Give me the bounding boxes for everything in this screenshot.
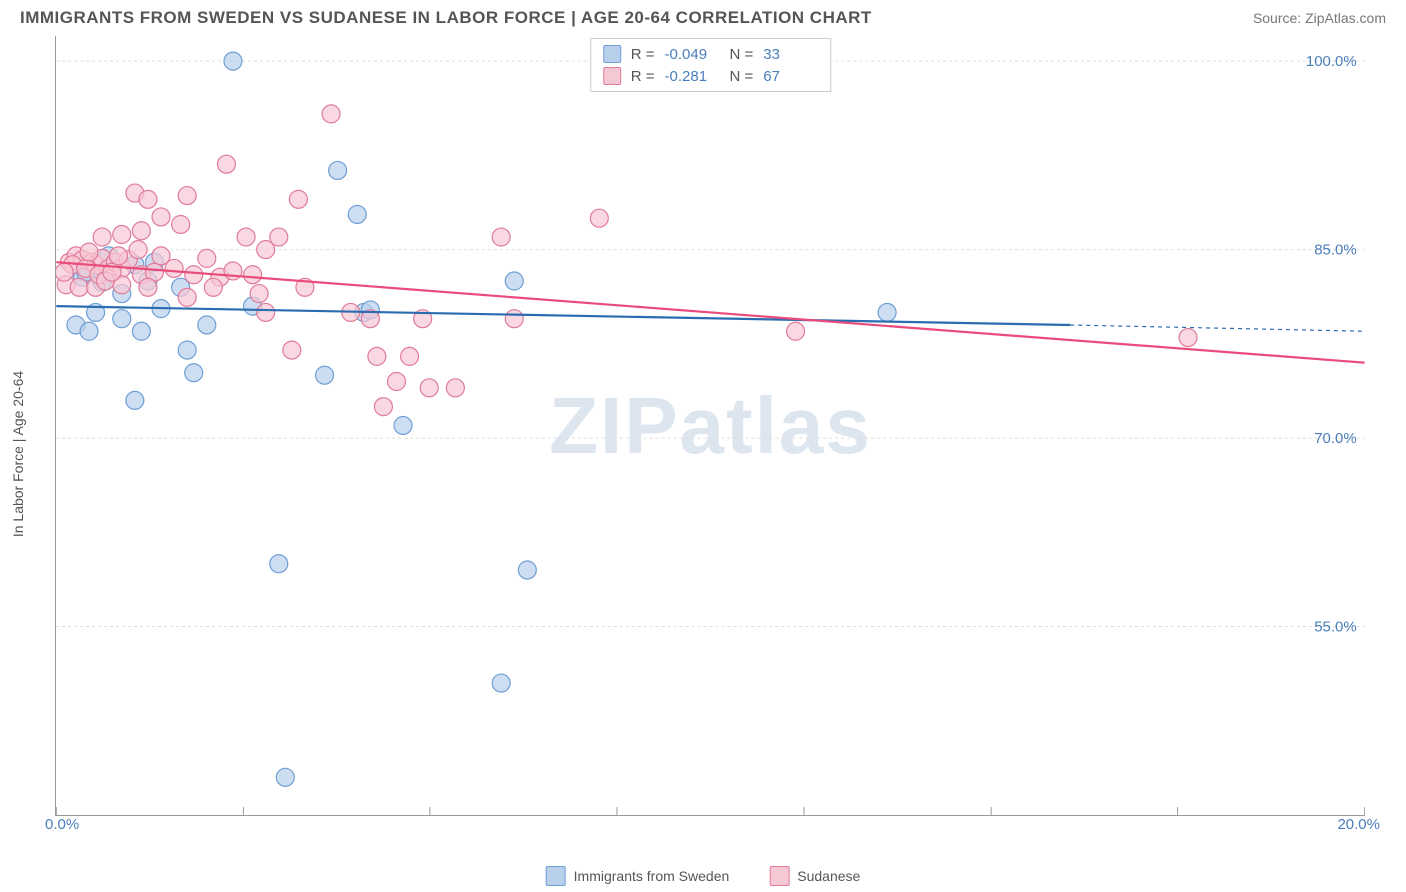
scatter-point: [505, 272, 523, 290]
scatter-point: [56, 263, 73, 281]
scatter-point: [590, 209, 608, 227]
svg-text:85.0%: 85.0%: [1314, 242, 1356, 259]
header: IMMIGRANTS FROM SWEDEN VS SUDANESE IN LA…: [0, 0, 1406, 32]
scatter-point: [505, 310, 523, 328]
scatter-point: [401, 347, 419, 365]
legend-swatch-series2: [769, 866, 789, 886]
chart-plot-area: ZIPatlas R = -0.049 N = 33 R = -0.281 N …: [55, 36, 1365, 816]
scatter-point: [394, 417, 412, 435]
scatter-point: [787, 322, 805, 340]
legend-label-series1: Immigrants from Sweden: [574, 868, 730, 884]
scatter-point: [518, 561, 536, 579]
scatter-point: [316, 366, 334, 384]
scatter-point: [132, 322, 150, 340]
scatter-point: [172, 215, 190, 233]
source-label: Source:: [1253, 10, 1301, 26]
scatter-point: [70, 278, 88, 296]
scatter-point: [80, 322, 98, 340]
scatter-point: [185, 266, 203, 284]
scatter-point: [93, 228, 111, 246]
scatter-point: [250, 285, 268, 303]
legend-label-series2: Sudanese: [797, 868, 860, 884]
stat-r-value-1: -0.049: [665, 46, 720, 63]
scatter-point: [270, 555, 288, 573]
scatter-point: [420, 379, 438, 397]
scatter-point: [492, 674, 510, 692]
scatter-point: [1179, 329, 1197, 347]
stat-n-label: N =: [730, 46, 754, 63]
x-tick-right: 20.0%: [1337, 816, 1380, 833]
scatter-point: [204, 278, 222, 296]
scatter-point: [152, 208, 170, 226]
y-axis-label: In Labor Force | Age 20-64: [10, 371, 26, 537]
stat-n-value-2: 67: [763, 68, 818, 85]
scatter-point: [109, 247, 127, 265]
scatter-point: [257, 303, 275, 321]
scatter-point: [224, 52, 242, 70]
scatter-point: [244, 266, 262, 284]
legend-item-series1: Immigrants from Sweden: [546, 866, 730, 886]
scatter-point: [152, 247, 170, 265]
scatter-point: [126, 391, 144, 409]
scatter-point: [270, 228, 288, 246]
scatter-point: [178, 288, 196, 306]
scatter-point: [139, 278, 157, 296]
scatter-point: [446, 379, 464, 397]
scatter-plot-svg: 100.0% 85.0% 70.0% 55.0%: [56, 36, 1365, 815]
scatter-point: [132, 222, 150, 240]
scatter-point: [80, 243, 98, 261]
regression-line-dashed: [1070, 325, 1364, 331]
svg-text:70.0%: 70.0%: [1314, 430, 1356, 447]
scatter-point: [492, 228, 510, 246]
legend-item-series2: Sudanese: [769, 866, 860, 886]
scatter-point: [276, 768, 294, 786]
scatter-point: [178, 187, 196, 205]
correlation-stats-box: R = -0.049 N = 33 R = -0.281 N = 67: [590, 38, 832, 92]
scatter-point: [113, 226, 131, 244]
stat-n-label: N =: [730, 68, 754, 85]
chart-title: IMMIGRANTS FROM SWEDEN VS SUDANESE IN LA…: [20, 8, 872, 28]
scatter-point: [139, 190, 157, 208]
swatch-series2: [603, 67, 621, 85]
scatter-point: [198, 316, 216, 334]
stat-r-label: R =: [631, 46, 655, 63]
scatter-point: [217, 155, 235, 173]
svg-text:100.0%: 100.0%: [1306, 53, 1357, 70]
swatch-series1: [603, 45, 621, 63]
scatter-point: [178, 341, 196, 359]
scatter-point: [113, 310, 131, 328]
scatter-point: [374, 398, 392, 416]
legend-swatch-series1: [546, 866, 566, 886]
scatter-point: [322, 105, 340, 123]
scatter-point: [237, 228, 255, 246]
stat-r-label: R =: [631, 68, 655, 85]
scatter-point: [878, 303, 896, 321]
scatter-point: [129, 241, 147, 259]
scatter-point: [388, 373, 406, 391]
scatter-point: [289, 190, 307, 208]
stat-r-value-2: -0.281: [665, 68, 720, 85]
stats-row-series1: R = -0.049 N = 33: [603, 43, 819, 65]
svg-text:55.0%: 55.0%: [1314, 619, 1356, 636]
scatter-point: [283, 341, 301, 359]
scatter-point: [329, 161, 347, 179]
stat-n-value-1: 33: [763, 46, 818, 63]
scatter-point: [198, 249, 216, 267]
x-tick-left: 0.0%: [45, 816, 79, 833]
scatter-point: [185, 364, 203, 382]
stats-row-series2: R = -0.281 N = 67: [603, 65, 819, 87]
legend: Immigrants from Sweden Sudanese: [546, 866, 861, 886]
scatter-point: [348, 205, 366, 223]
source-citation: Source: ZipAtlas.com: [1253, 10, 1386, 26]
source-value: ZipAtlas.com: [1305, 10, 1386, 26]
scatter-point: [368, 347, 386, 365]
